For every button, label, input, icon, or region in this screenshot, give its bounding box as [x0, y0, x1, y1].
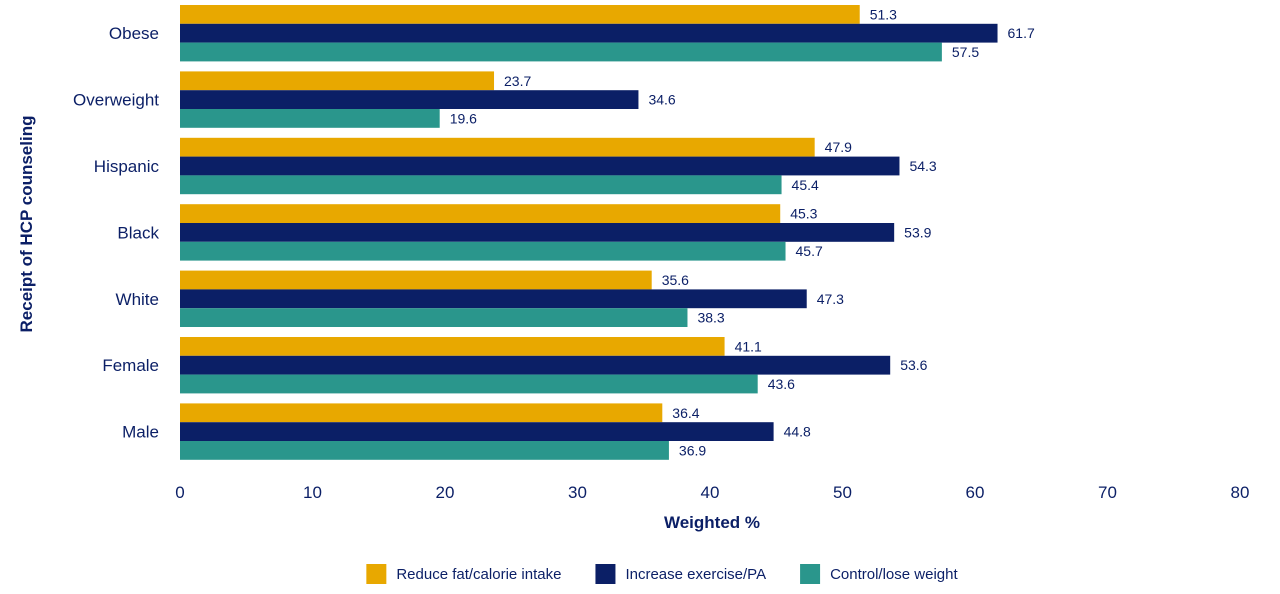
- data-label-hispanic-series-0: 47.9: [825, 139, 852, 155]
- data-label-hispanic-series-2: 45.4: [792, 177, 819, 193]
- data-label-female-series-0: 41.1: [735, 338, 762, 354]
- x-tick-labels-group: 0 10 20 30 40 50 60 70 80: [175, 483, 1249, 502]
- data-label-male-series-2: 36.9: [679, 442, 706, 458]
- bar-overweight-series-2: [180, 109, 440, 128]
- category-label-male: Male: [122, 423, 159, 442]
- bar-white-series-1: [180, 289, 807, 309]
- data-label-white-series-0: 35.6: [662, 272, 689, 288]
- data-label-overweight-series-1: 34.6: [648, 92, 675, 108]
- bar-obese-series-0: [180, 5, 860, 24]
- data-label-black-series-1: 53.9: [904, 224, 931, 240]
- bar-male-series-1: [180, 422, 774, 441]
- x-tick-label: 0: [175, 483, 184, 502]
- legend-swatch-series-1: [595, 564, 616, 584]
- bar-obese-series-1: [180, 23, 998, 43]
- data-label-overweight-series-2: 19.6: [450, 110, 477, 126]
- data-label-white-series-1: 47.3: [817, 291, 844, 307]
- x-tick-label: 30: [568, 483, 587, 502]
- legend: Reduce fat/calorie intake Increase exerci…: [366, 564, 958, 584]
- x-tick-label: 80: [1231, 483, 1250, 502]
- x-tick-label: 10: [303, 483, 322, 502]
- category-label-hispanic: Hispanic: [94, 157, 160, 176]
- bar-hispanic-series-1: [180, 156, 900, 176]
- legend-label-series-0: Reduce fat/calorie intake: [396, 566, 561, 583]
- bar-black-series-2: [180, 241, 786, 261]
- data-label-male-series-1: 44.8: [784, 424, 811, 440]
- bar-overweight-series-1: [180, 90, 639, 109]
- bar-female-series-0: [180, 337, 725, 356]
- data-label-male-series-0: 36.4: [672, 405, 699, 421]
- bar-female-series-2: [180, 374, 758, 394]
- x-tick-label: 50: [833, 483, 852, 502]
- legend-label-series-1: Increase exercise/PA: [625, 566, 766, 583]
- data-label-white-series-2: 38.3: [697, 310, 724, 326]
- data-label-female-series-2: 43.6: [768, 376, 795, 392]
- data-label-black-series-2: 45.7: [796, 243, 823, 259]
- data-label-obese-series-2: 57.5: [952, 44, 979, 60]
- bar-obese-series-2: [180, 42, 942, 62]
- category-labels-group: Obese Overweight Hispanic Black White Female M…: [73, 24, 159, 441]
- bars-group: [180, 5, 998, 460]
- bar-black-series-1: [180, 223, 895, 242]
- bar-hispanic-series-0: [180, 137, 815, 157]
- x-axis-title: Weighted %: [664, 513, 760, 532]
- bar-male-series-0: [180, 403, 663, 423]
- data-label-hispanic-series-1: 54.3: [909, 158, 936, 174]
- data-label-obese-series-0: 51.3: [870, 6, 897, 22]
- x-tick-label: 40: [701, 483, 720, 502]
- bar-overweight-series-0: [180, 71, 495, 91]
- x-tick-label: 60: [966, 483, 985, 502]
- legend-label-series-2: Control/lose weight: [830, 566, 958, 583]
- category-label-overweight: Overweight: [73, 91, 159, 110]
- category-label-black: Black: [117, 223, 159, 242]
- value-labels-group: 51.3 61.7 57.5 23.7 34.6 19.6 47.9 54.3 45.4 45.3…: [450, 6, 1035, 458]
- bar-white-series-2: [180, 308, 688, 327]
- x-tick-label: 70: [1098, 483, 1117, 502]
- y-axis-title: Receipt of HCP counseling: [17, 116, 36, 333]
- bar-white-series-0: [180, 270, 652, 290]
- data-label-overweight-series-0: 23.7: [504, 73, 531, 89]
- bar-female-series-1: [180, 355, 891, 375]
- bar-hispanic-series-2: [180, 175, 782, 195]
- bar-black-series-0: [180, 204, 781, 223]
- category-label-white: White: [116, 290, 159, 309]
- legend-swatch-series-2: [800, 564, 821, 584]
- category-label-female: Female: [102, 356, 159, 375]
- data-label-obese-series-1: 61.7: [1008, 25, 1035, 41]
- data-label-black-series-0: 45.3: [790, 206, 817, 222]
- legend-swatch-series-0: [366, 564, 387, 584]
- category-label-obese: Obese: [109, 24, 159, 43]
- bar-male-series-2: [180, 441, 669, 460]
- x-tick-label: 20: [436, 483, 455, 502]
- data-label-female-series-1: 53.6: [900, 357, 927, 373]
